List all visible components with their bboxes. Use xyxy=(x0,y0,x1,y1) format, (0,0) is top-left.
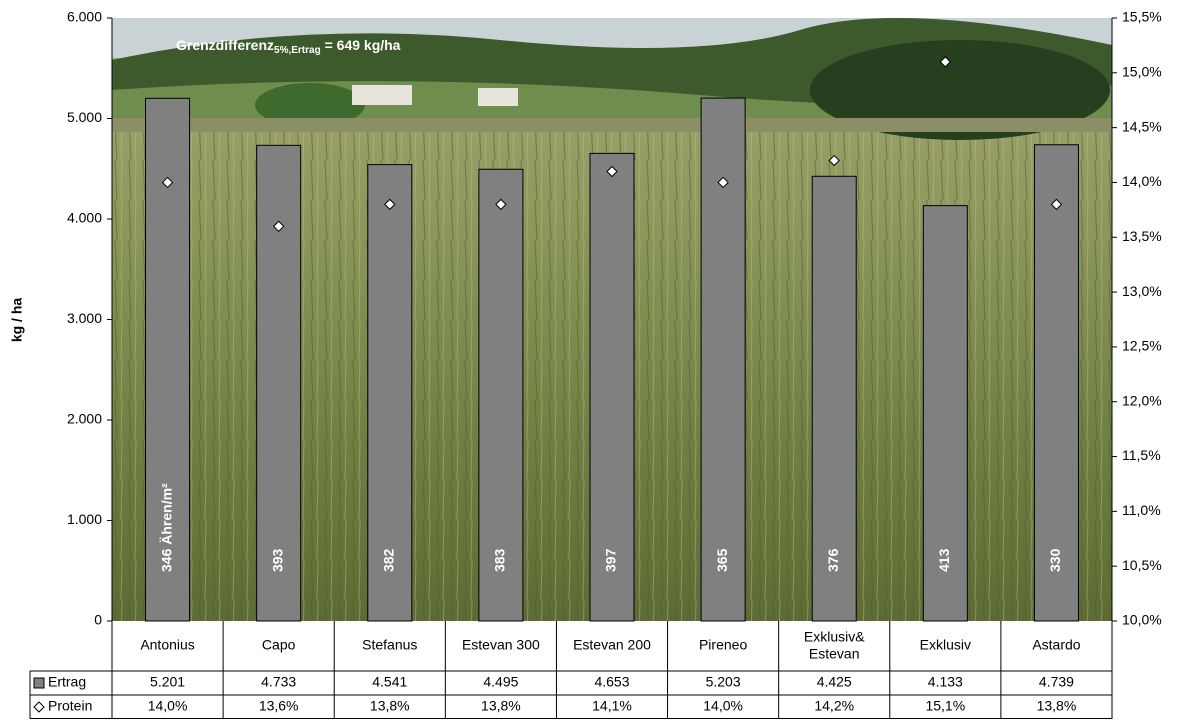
protein-marker xyxy=(717,176,729,189)
y2-tick-label: 14,5% xyxy=(1122,118,1162,134)
protein-marker xyxy=(161,176,174,189)
legend-key xyxy=(33,677,45,689)
bar xyxy=(478,168,524,622)
table-value: 13,8% xyxy=(370,698,410,714)
annotation-subscript: 5%,Ertrag xyxy=(274,45,321,56)
table-value: 4.653 xyxy=(594,674,629,690)
annotation: Grenzdifferenz5%,Ertrag = 649 kg/ha xyxy=(176,37,401,56)
x-tick-label: Estevan 200 xyxy=(573,637,651,653)
table-value: 13,8% xyxy=(1037,698,1077,714)
y2-tick-label: 12,0% xyxy=(1122,392,1162,408)
protein-marker xyxy=(828,154,840,167)
table-value: 13,6% xyxy=(259,698,299,714)
annotation-text: Grenzdifferenz xyxy=(176,37,274,53)
bar-label: 382 xyxy=(380,548,396,572)
legend-label: Ertrag xyxy=(48,674,86,690)
y2-tick-label: 11,0% xyxy=(1122,502,1161,518)
y-tick-label: 4.000 xyxy=(67,210,102,226)
bar-label: 365 xyxy=(714,548,730,572)
x-tick-label: Stefanus xyxy=(362,637,417,653)
table-value: 4.133 xyxy=(928,674,963,690)
table-value: 14,1% xyxy=(592,698,632,714)
bar xyxy=(922,205,968,622)
y-tick-label: 3.000 xyxy=(67,310,102,326)
table-grid xyxy=(29,621,1113,719)
y2-tick-label: 15,5% xyxy=(1122,9,1162,25)
table-value: 14,2% xyxy=(814,698,854,714)
bar xyxy=(589,152,635,622)
x-tick-label: Capo xyxy=(262,637,296,653)
table-value: 14,0% xyxy=(148,698,188,714)
protein-marker xyxy=(384,198,396,211)
legend-label: Protein xyxy=(48,698,92,714)
table-value: 4.739 xyxy=(1039,674,1074,690)
bar-label: 376 xyxy=(825,548,841,572)
y-tick-label: 0 xyxy=(94,612,102,628)
bar-label: 397 xyxy=(603,548,619,572)
x-tick-label: Antonius xyxy=(140,637,194,653)
y2-tick-label: 10,5% xyxy=(1122,557,1162,573)
annotation-suffix: = 649 kg/ha xyxy=(321,37,401,53)
table-value: 4.495 xyxy=(483,674,518,690)
protein-marker xyxy=(495,198,507,211)
table-value: 4.541 xyxy=(372,674,407,690)
y2-tick-label: 10,0% xyxy=(1122,612,1162,628)
y2-tick-label: 14,0% xyxy=(1122,173,1162,189)
bar-label: 346 Ähren/m² xyxy=(158,483,174,572)
bar-label: 413 xyxy=(936,548,952,572)
table-value: 4.733 xyxy=(261,674,296,690)
y2-tick-label: 13,5% xyxy=(1122,228,1162,244)
protein-marker xyxy=(606,165,618,178)
y-tick-label: 6.000 xyxy=(67,9,102,25)
y-axis-label: kg / ha xyxy=(9,298,25,343)
table-value: 14,0% xyxy=(703,698,743,714)
x-tick-label: Exklusiv xyxy=(920,637,971,653)
bar-label: 393 xyxy=(269,548,285,572)
protein-marker xyxy=(272,220,285,233)
x-tick-label: Astardo xyxy=(1032,637,1080,653)
x-tick-label: Estevan 300 xyxy=(462,637,540,653)
y-tick-label: 5.000 xyxy=(67,109,102,125)
y2-tick-label: 11,5% xyxy=(1122,447,1161,463)
table-value: 5.203 xyxy=(706,674,741,690)
y-tick-label: 2.000 xyxy=(67,411,102,427)
table-value: 4.425 xyxy=(817,674,852,690)
x-tick-label: Exklusiv& Estevan xyxy=(804,628,865,661)
protein-marker xyxy=(939,56,952,68)
table-value: 15,1% xyxy=(925,698,965,714)
y2-tick-label: 12,5% xyxy=(1122,338,1162,354)
table-value: 13,8% xyxy=(481,698,521,714)
bar xyxy=(367,164,413,622)
bar-label: 383 xyxy=(492,548,508,572)
bar xyxy=(811,175,857,622)
protein-marker xyxy=(1050,198,1063,211)
y-tick-label: 1.000 xyxy=(67,511,102,527)
bar-label: 330 xyxy=(1047,548,1063,572)
bar xyxy=(700,97,746,622)
bar xyxy=(1033,144,1079,622)
table-value: 5.201 xyxy=(150,674,185,690)
x-tick-label: Pireneo xyxy=(699,637,747,653)
legend-key xyxy=(33,701,45,713)
y2-tick-label: 13,0% xyxy=(1122,283,1162,299)
y2-tick-label: 15,0% xyxy=(1122,64,1162,80)
